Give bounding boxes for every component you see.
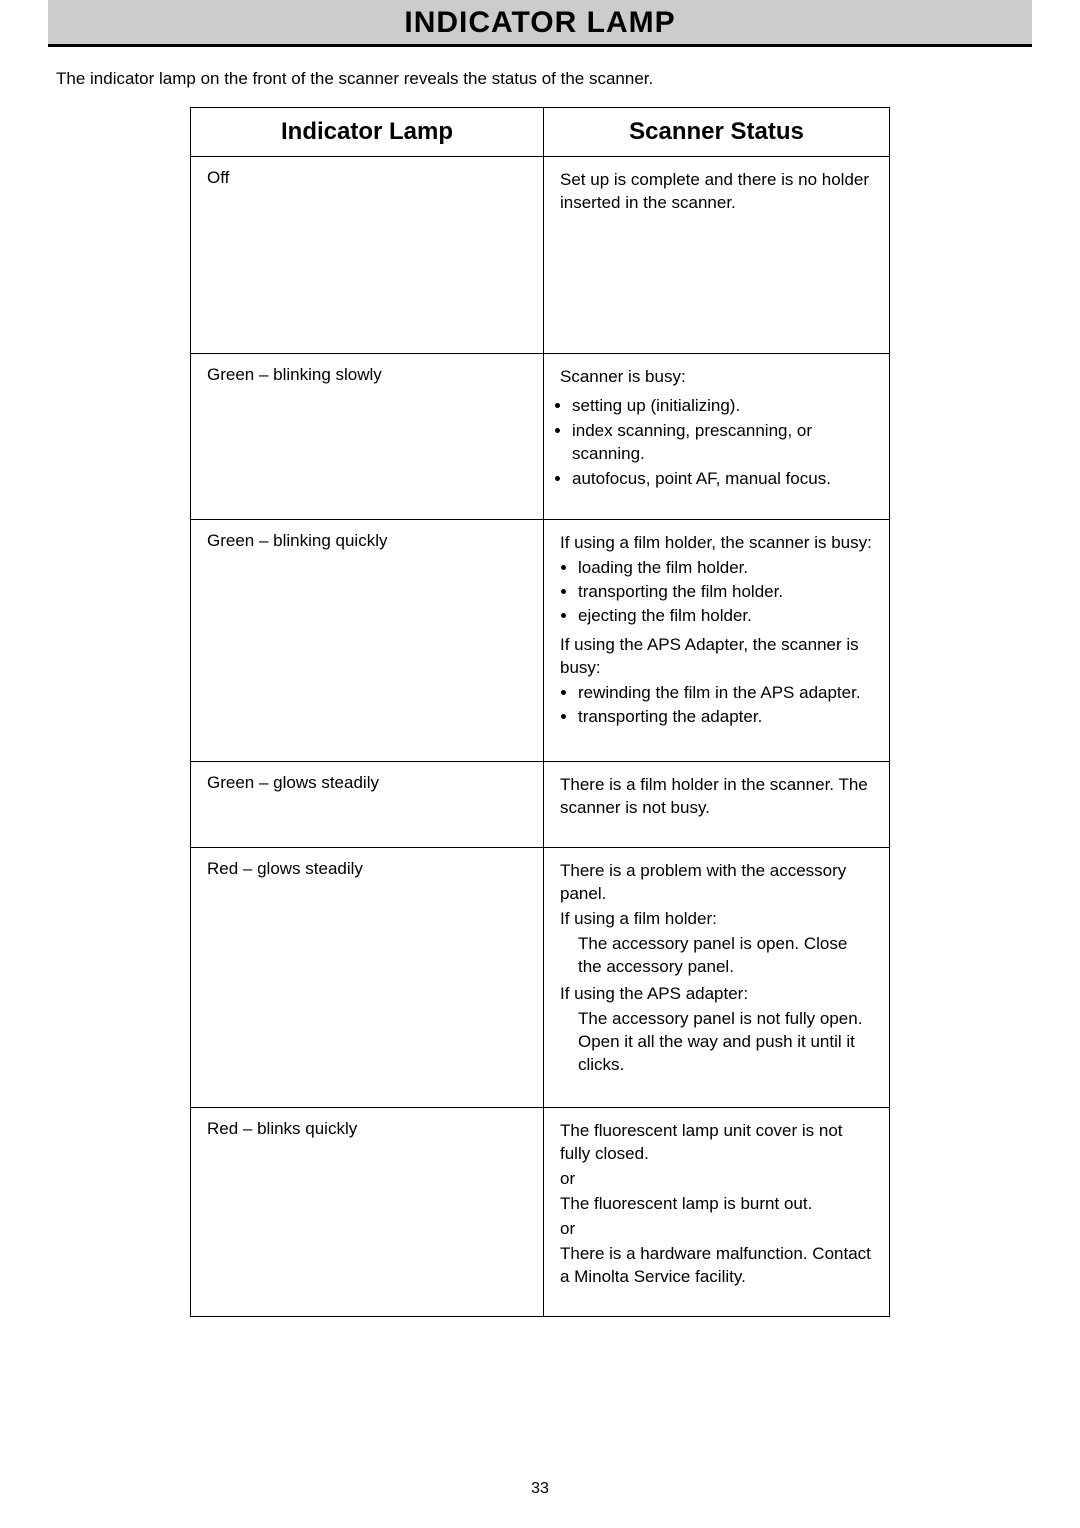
status-text: Set up is complete and there is no holde… — [560, 169, 873, 215]
indicator-lamp-cell: Red – blinks quickly — [191, 1107, 544, 1317]
table-row: Red – glows steadily There is a problem w… — [191, 848, 890, 1107]
scanner-status-cell: If using a film holder, the scanner is b… — [544, 520, 890, 762]
table-header-row: Indicator Lamp Scanner Status — [191, 108, 890, 157]
table-row: Off Set up is complete and there is no ho… — [191, 157, 890, 354]
status-text: If using a film holder: — [560, 908, 873, 931]
scanner-status-cell: Set up is complete and there is no holde… — [544, 157, 890, 354]
table-row: Green – glows steadily There is a film ho… — [191, 761, 890, 848]
scanner-status-cell: There is a film holder in the scanner. T… — [544, 761, 890, 848]
table-body: Off Set up is complete and there is no ho… — [191, 157, 890, 1317]
indicator-lamp-cell: Off — [191, 157, 544, 354]
status-text: There is a hardware malfunction. Contact… — [560, 1243, 873, 1289]
table-row: Red – blinks quickly The fluorescent lamp… — [191, 1107, 890, 1317]
document-page: INDICATOR LAMP The indicator lamp on the… — [0, 0, 1080, 1528]
sub-bullet-item: loading the film holder. — [578, 557, 873, 580]
title-band: INDICATOR LAMP — [48, 0, 1032, 47]
bullet-item: setting up (initializing). — [572, 395, 873, 418]
status-text: If using a film holder, the scanner is b… — [560, 532, 873, 555]
sub-bullet-item: transporting the film holder. — [578, 581, 873, 604]
intro-paragraph: The indicator lamp on the front of the s… — [56, 69, 1024, 89]
status-text: If using the APS Adapter, the scanner is… — [560, 634, 873, 680]
indicator-lamp-cell: Green – blinking quickly — [191, 520, 544, 762]
table-row: Green – blinking slowly Scanner is busy: s… — [191, 354, 890, 520]
status-text: or — [560, 1168, 873, 1191]
scanner-status-cell: Scanner is busy: setting up (initializing… — [544, 354, 890, 520]
bullet-item: index scanning, prescanning, or scanning… — [572, 420, 873, 466]
indicator-lamp-cell: Green – blinking slowly — [191, 354, 544, 520]
status-text: If using the APS adapter: — [560, 983, 873, 1006]
sub-bullet-list: loading the film holder.transporting the… — [560, 557, 873, 628]
scanner-status-cell: The fluorescent lamp unit cover is not f… — [544, 1107, 890, 1317]
status-text: or — [560, 1218, 873, 1241]
page-title: INDICATOR LAMP — [48, 6, 1032, 40]
sub-bullet-item: ejecting the film holder. — [578, 605, 873, 628]
indicator-lamp-cell: Red – glows steadily — [191, 848, 544, 1107]
scanner-status-cell: There is a problem with the accessory pa… — [544, 848, 890, 1107]
indicator-lamp-cell: Green – glows steadily — [191, 761, 544, 848]
indented-text: The accessory panel is open. Close the a… — [578, 933, 873, 979]
status-text: The fluorescent lamp is burnt out. — [560, 1193, 873, 1216]
sub-bullet-item: transporting the adapter. — [578, 706, 873, 729]
table-row: Green – blinking quickly If using a film … — [191, 520, 890, 762]
status-text: The fluorescent lamp unit cover is not f… — [560, 1120, 873, 1166]
sub-bullet-list: rewinding the film in the APS adapter.tr… — [560, 682, 873, 729]
status-text: Scanner is busy: — [560, 366, 873, 389]
page-number: 33 — [0, 1480, 1080, 1498]
bullet-list: setting up (initializing).index scanning… — [560, 395, 873, 491]
indicator-lamp-table: Indicator Lamp Scanner Status Off Set up … — [190, 107, 890, 1317]
indented-text: The accessory panel is not fully open. O… — [578, 1008, 873, 1077]
sub-bullet-item: rewinding the film in the APS adapter. — [578, 682, 873, 705]
bullet-item: autofocus, point AF, manual focus. — [572, 468, 873, 491]
status-text: There is a film holder in the scanner. T… — [560, 774, 873, 820]
column-header-scanner-status: Scanner Status — [544, 108, 890, 157]
column-header-indicator-lamp: Indicator Lamp — [191, 108, 544, 157]
status-text: There is a problem with the accessory pa… — [560, 860, 873, 906]
